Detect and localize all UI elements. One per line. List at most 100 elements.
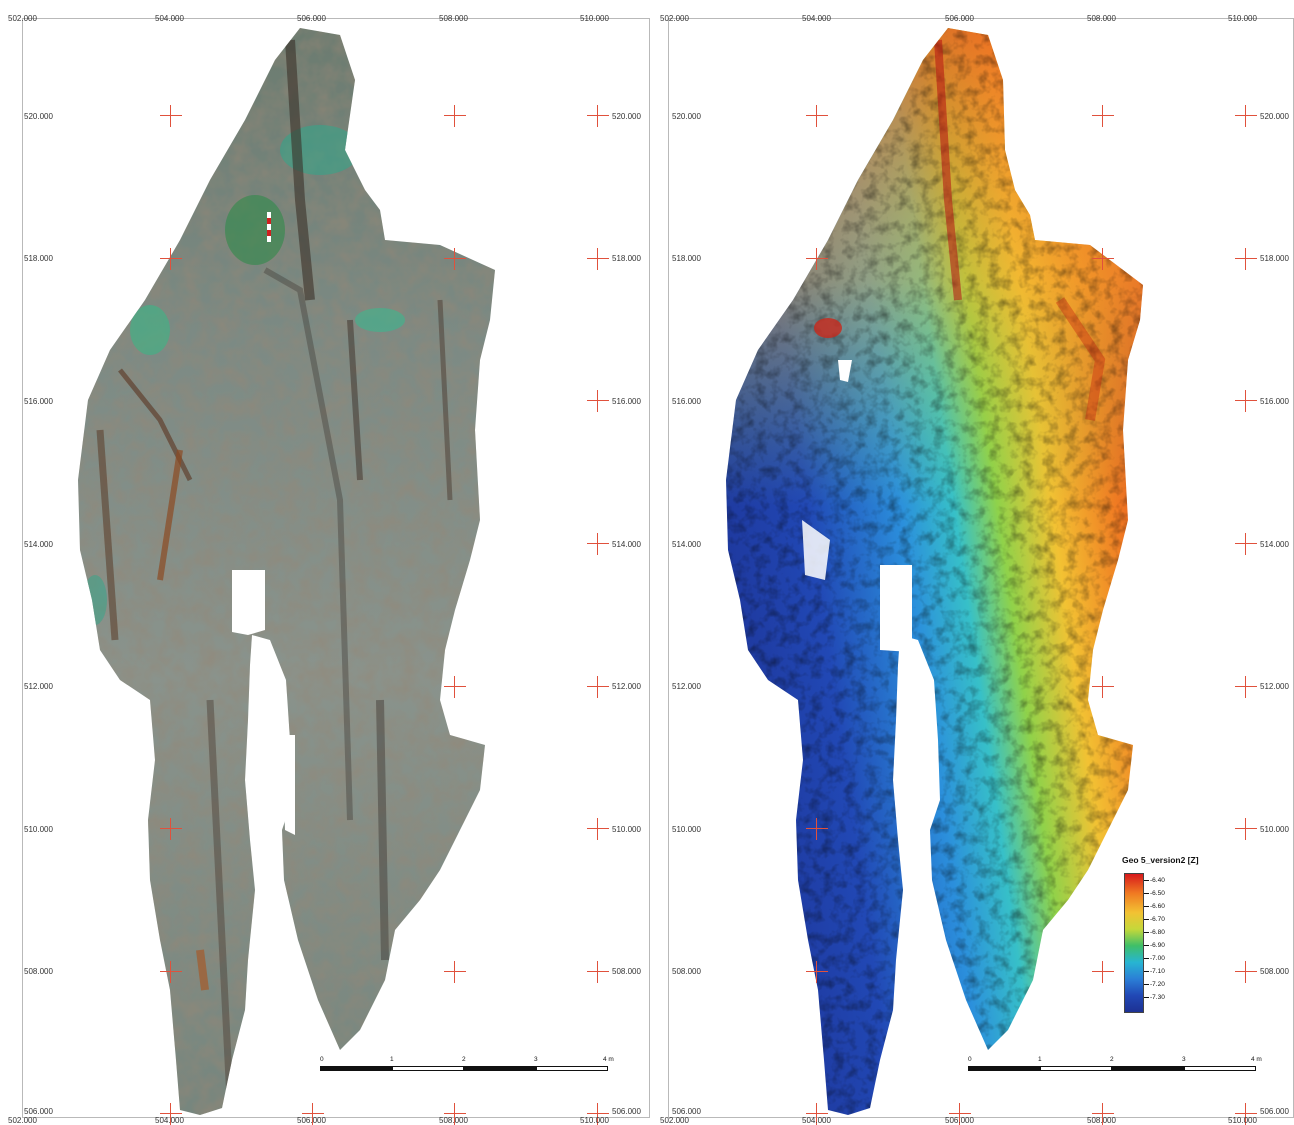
grid-cross [1235, 1103, 1257, 1125]
grid-cross [806, 818, 828, 840]
x-tick-label: 504.000 [155, 14, 184, 23]
y-tick-label: 508.000 [1260, 967, 1289, 976]
grid-cross [444, 961, 466, 983]
grid-cross [1235, 105, 1257, 127]
scale-bar: 0 1 2 3 4 m [320, 1056, 620, 1080]
y-tick-label: 508.000 [612, 967, 641, 976]
y-tick-label: 518.000 [612, 254, 641, 263]
grid-cross [1235, 533, 1257, 555]
legend-tick-label: -6.60 [1144, 903, 1165, 910]
scale-rod [267, 212, 271, 242]
grid-cross [444, 1103, 466, 1125]
grid-cross [587, 533, 609, 555]
scale-label: 2 [462, 1056, 466, 1063]
grid-cross [587, 390, 609, 412]
y-tick-label: 520.000 [672, 112, 701, 121]
grid-cross [444, 676, 466, 698]
y-tick-label: 512.000 [672, 682, 701, 691]
grid-cross [1235, 390, 1257, 412]
scale-label: 4 m [1251, 1056, 1262, 1063]
scale-label: 0 [320, 1056, 324, 1063]
x-tick-label: 508.000 [1087, 1116, 1116, 1125]
x-tick-label: 510.000 [580, 14, 609, 23]
x-tick-label: 506.000 [945, 1116, 974, 1125]
grid-cross [1235, 248, 1257, 270]
y-tick-label: 514.000 [1260, 540, 1289, 549]
grid-cross [302, 1103, 324, 1125]
y-tick-label: 506.000 [1260, 1107, 1289, 1116]
legend-tick-label: -6.70 [1144, 916, 1165, 923]
grid-cross [587, 676, 609, 698]
grid-cross [160, 248, 182, 270]
scale-label: 0 [968, 1056, 972, 1063]
x-tick-label: 502.000 [8, 14, 37, 23]
legend-tick-label: -6.50 [1144, 890, 1165, 897]
legend-tick-label: -6.40 [1144, 877, 1165, 884]
grid-cross [587, 961, 609, 983]
legend-title: Geo 5_version2 [Z] [1122, 855, 1199, 865]
x-tick-label: 508.000 [439, 1116, 468, 1125]
elevation-legend: Geo 5_version2 [Z] -6.40 -6.50 -6.60 -6.… [1122, 855, 1222, 1020]
grid-cross [1235, 818, 1257, 840]
grid-cross [444, 105, 466, 127]
y-tick-label: 518.000 [672, 254, 701, 263]
grid-cross [806, 105, 828, 127]
grid-cross [949, 1103, 971, 1125]
grid-cross [806, 248, 828, 270]
data-gap [282, 735, 295, 835]
y-tick-label: 516.000 [672, 397, 701, 406]
scale-label: 1 [1038, 1056, 1042, 1063]
scale-label: 1 [390, 1056, 394, 1063]
y-tick-label: 516.000 [24, 397, 53, 406]
grid-cross [1235, 676, 1257, 698]
y-tick-label: 510.000 [1260, 825, 1289, 834]
grid-cross [587, 1103, 609, 1125]
grid-cross [1092, 248, 1114, 270]
y-tick-label: 518.000 [1260, 254, 1289, 263]
grid-cross [587, 248, 609, 270]
legend-tick-label: -6.80 [1144, 929, 1165, 936]
scale-label: 2 [1110, 1056, 1114, 1063]
y-tick-label: 516.000 [612, 397, 641, 406]
legend-tick-label: -7.00 [1144, 955, 1165, 962]
x-tick-label: 502.000 [660, 1116, 689, 1125]
grid-cross [160, 105, 182, 127]
map-frame [22, 18, 650, 1118]
x-tick-label: 502.000 [660, 14, 689, 23]
grid-cross [587, 818, 609, 840]
legend-color-ramp [1124, 873, 1144, 1013]
grid-cross [806, 1103, 828, 1125]
x-tick-label: 506.000 [297, 1116, 326, 1125]
y-tick-label: 510.000 [612, 825, 641, 834]
y-tick-label: 506.000 [612, 1107, 641, 1116]
x-tick-label: 504.000 [802, 14, 831, 23]
legend-tick-label: -7.30 [1144, 994, 1165, 1001]
x-tick-label: 506.000 [945, 14, 974, 23]
y-tick-label: 514.000 [24, 540, 53, 549]
orthophoto-mosaic [78, 28, 495, 1115]
y-tick-label: 512.000 [1260, 682, 1289, 691]
panel-divider [650, 0, 656, 1125]
grid-cross [1092, 961, 1114, 983]
x-tick-label: 506.000 [297, 14, 326, 23]
y-tick-label: 506.000 [24, 1107, 53, 1116]
y-tick-label: 510.000 [672, 825, 701, 834]
y-tick-label: 520.000 [1260, 112, 1289, 121]
grid-cross [587, 105, 609, 127]
y-tick-label: 512.000 [612, 682, 641, 691]
x-tick-label: 504.000 [155, 1116, 184, 1125]
y-tick-label: 506.000 [672, 1107, 701, 1116]
grid-cross [160, 818, 182, 840]
orthophoto-map-panel: 502.000 504.000 506.000 508.000 510.000 … [8, 14, 650, 1125]
y-tick-label: 520.000 [24, 112, 53, 121]
x-tick-label: 508.000 [439, 14, 468, 23]
scale-label: 3 [1182, 1056, 1186, 1063]
y-tick-label: 510.000 [24, 825, 53, 834]
grid-cross [444, 248, 466, 270]
x-tick-label: 504.000 [802, 1116, 831, 1125]
y-tick-label: 516.000 [1260, 397, 1289, 406]
grid-cross [1235, 961, 1257, 983]
y-tick-label: 508.000 [672, 967, 701, 976]
legend-tick-label: -7.20 [1144, 981, 1165, 988]
x-tick-label: 510.000 [580, 1116, 609, 1125]
